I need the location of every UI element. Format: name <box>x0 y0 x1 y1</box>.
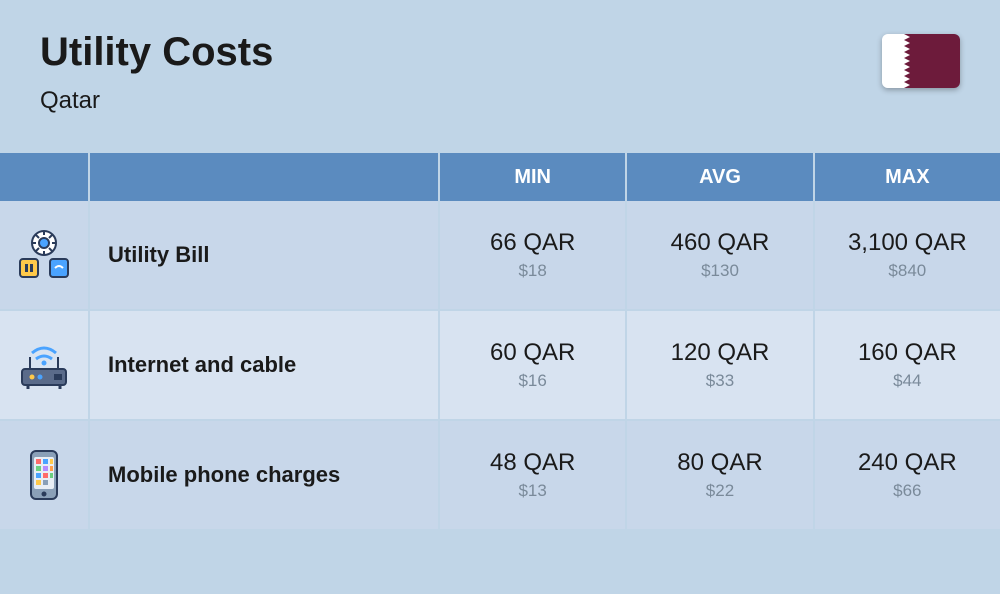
value-sub: $13 <box>518 481 546 501</box>
cell-max: 160 QAR $44 <box>815 311 1000 419</box>
value-main: 240 QAR <box>858 449 957 477</box>
row-label: Internet and cable <box>90 311 440 419</box>
cell-max: 240 QAR $66 <box>815 421 1000 529</box>
cell-max: 3,100 QAR $840 <box>815 201 1000 309</box>
th-blank-icon <box>0 153 90 201</box>
cell-min: 60 QAR $16 <box>440 311 627 419</box>
value-main: 460 QAR <box>671 229 770 257</box>
value-main: 160 QAR <box>858 339 957 367</box>
phone-icon <box>0 421 90 529</box>
table-row: Utility Bill 66 QAR $18 460 QAR $130 3,1… <box>0 201 1000 311</box>
table-row: Internet and cable 60 QAR $16 120 QAR $3… <box>0 311 1000 421</box>
cell-min: 48 QAR $13 <box>440 421 627 529</box>
title-block: Utility Costs Qatar <box>40 30 273 115</box>
th-min: MIN <box>440 153 627 201</box>
table-body: Utility Bill 66 QAR $18 460 QAR $130 3,1… <box>0 201 1000 531</box>
th-max: MAX <box>815 153 1000 201</box>
value-main: 120 QAR <box>671 339 770 367</box>
value-main: 80 QAR <box>677 449 762 477</box>
value-sub: $33 <box>706 371 734 391</box>
row-label: Utility Bill <box>90 201 440 309</box>
table-row: Mobile phone charges 48 QAR $13 80 QAR $… <box>0 421 1000 531</box>
value-sub: $130 <box>701 261 739 281</box>
qatar-flag-icon <box>882 34 960 88</box>
th-avg: AVG <box>627 153 814 201</box>
cell-avg: 460 QAR $130 <box>627 201 814 309</box>
value-main: 48 QAR <box>490 449 575 477</box>
cell-avg: 120 QAR $33 <box>627 311 814 419</box>
value-main: 3,100 QAR <box>848 229 967 257</box>
costs-table: MIN AVG MAX Utility Bill 66 QAR <box>0 153 1000 531</box>
value-main: 66 QAR <box>490 229 575 257</box>
utility-icon <box>0 201 90 309</box>
value-sub: $16 <box>518 371 546 391</box>
value-sub: $44 <box>893 371 921 391</box>
value-sub: $840 <box>888 261 926 281</box>
value-main: 60 QAR <box>490 339 575 367</box>
page-title: Utility Costs <box>40 30 273 75</box>
value-sub: $18 <box>518 261 546 281</box>
row-label: Mobile phone charges <box>90 421 440 529</box>
table-header: MIN AVG MAX <box>0 153 1000 201</box>
cell-min: 66 QAR $18 <box>440 201 627 309</box>
router-icon <box>0 311 90 419</box>
cell-avg: 80 QAR $22 <box>627 421 814 529</box>
th-blank-label <box>90 153 440 201</box>
header: Utility Costs Qatar <box>0 0 1000 135</box>
page-subtitle: Qatar <box>40 87 273 115</box>
value-sub: $66 <box>893 481 921 501</box>
value-sub: $22 <box>706 481 734 501</box>
